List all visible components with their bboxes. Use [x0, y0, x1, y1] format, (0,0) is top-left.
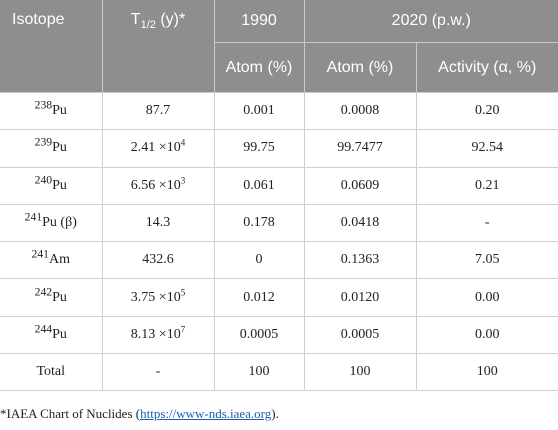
- element-symbol: Pu: [52, 177, 67, 193]
- atom-1990-cell: 0.061: [214, 167, 305, 205]
- half-life-mantissa: 14.3: [145, 215, 171, 231]
- half-life-exponent: 7: [180, 324, 186, 335]
- atom-1990-cell: 99.75: [214, 129, 305, 168]
- isotope-cell: 238Pu: [0, 92, 103, 131]
- mass-number: 244: [34, 322, 53, 336]
- activity-2020-cell: -: [416, 204, 558, 243]
- header-half-life-suffix: (y)*: [155, 11, 186, 28]
- activity-2020-cell: 100: [416, 353, 558, 392]
- isotope-note: (β): [56, 215, 77, 231]
- activity-2020-cell: 7.05: [416, 241, 558, 280]
- isotope-table: Isotope T1/2 (y)* 1990 2020 (p.w.) Atom …: [0, 0, 558, 392]
- element-symbol: Pu: [52, 289, 67, 305]
- header-half-life-prefix: T: [130, 11, 141, 28]
- table-footnote: *IAEA Chart of Nuclides (https://www-nds…: [0, 406, 279, 422]
- element-symbol: Pu: [52, 326, 67, 342]
- half-life-exponent: 3: [180, 175, 186, 186]
- isotope-cell: 244Pu: [0, 316, 103, 355]
- footnote-prefix: *IAEA Chart of Nuclides (: [0, 406, 141, 421]
- header-row-1: Isotope T1/2 (y)* 1990 2020 (p.w.): [0, 0, 558, 93]
- atom-2020-cell: 100: [304, 353, 417, 392]
- half-life-mantissa: 8.13 ×10: [130, 326, 181, 342]
- header-group-2020: 2020 (p.w.): [304, 0, 558, 43]
- atom-2020-cell: 0.0418: [304, 204, 417, 243]
- mass-number: 241: [31, 247, 49, 261]
- mass-number: 238: [34, 98, 53, 112]
- activity-2020-cell: 92.54: [416, 129, 558, 168]
- atom-1990-cell: 0.012: [214, 278, 305, 317]
- mass-number: 241: [24, 210, 43, 224]
- table-body: 238Pu 87.7 0.001 0.0008 0.20 239Pu 2.41 …: [0, 92, 558, 392]
- isotope-cell: 240Pu: [0, 167, 103, 205]
- atom-2020-cell: 0.0609: [304, 167, 417, 205]
- table-row: 242Pu 3.75 ×105 0.012 0.0120 0.00: [0, 278, 558, 317]
- half-life-cell: 8.13 ×107: [102, 316, 215, 355]
- header-group-1990: 1990: [214, 0, 305, 43]
- half-life-mantissa: 3.75 ×10: [130, 289, 181, 305]
- half-life-mantissa: -: [155, 364, 161, 380]
- half-life-mantissa: 87.7: [145, 103, 171, 119]
- table-row: 239Pu 2.41 ×104 99.75 99.7477 92.54: [0, 129, 558, 168]
- element-symbol: Pu: [52, 103, 67, 119]
- half-life-mantissa: 2.41 ×10: [130, 140, 181, 156]
- mass-number: 242: [34, 284, 53, 298]
- half-life-exponent: 5: [180, 286, 186, 297]
- atom-2020-cell: 0.0120: [304, 278, 417, 317]
- element-symbol: Pu: [42, 215, 57, 231]
- half-life-cell: 432.6: [102, 241, 215, 280]
- activity-2020-cell: 0.21: [416, 167, 558, 205]
- half-life-mantissa: 6.56 ×10: [130, 177, 181, 193]
- activity-2020-cell: 0.00: [416, 316, 558, 355]
- half-life-cell: 14.3: [102, 204, 215, 243]
- atom-2020-cell: 99.7477: [304, 129, 417, 168]
- half-life-cell: 3.75 ×105: [102, 278, 215, 317]
- isotope-cell: 241Am: [0, 241, 103, 280]
- header-2020-activity: Activity (α, %): [416, 42, 558, 93]
- half-life-cell: 2.41 ×104: [102, 129, 215, 168]
- atom-2020-cell: 0.1363: [304, 241, 417, 280]
- header-isotope: Isotope: [0, 0, 103, 93]
- half-life-mantissa: 432.6: [142, 252, 174, 268]
- table-header: Isotope T1/2 (y)* 1990 2020 (p.w.) Atom …: [0, 0, 558, 93]
- atom-1990-cell: 0: [214, 241, 305, 280]
- atom-1990-cell: 0.001: [214, 92, 305, 131]
- activity-2020-cell: 0.00: [416, 278, 558, 317]
- table-row: 240Pu 6.56 ×103 0.061 0.0609 0.21: [0, 167, 558, 205]
- mass-number: 240: [34, 173, 53, 187]
- header-2020-atom: Atom (%): [304, 42, 417, 93]
- isotope-cell: 242Pu: [0, 278, 103, 317]
- element-symbol: Am: [48, 252, 70, 268]
- table-row: 244Pu 8.13 ×107 0.0005 0.0005 0.00: [0, 316, 558, 355]
- header-row-2: Atom (%) Atom (%) Activity (α, %): [0, 42, 558, 93]
- header-1990-atom: Atom (%): [214, 42, 305, 93]
- atom-2020-cell: 0.0005: [304, 316, 417, 355]
- half-life-cell: -: [102, 353, 215, 392]
- isotope-cell: Total: [0, 353, 103, 392]
- table-row: 238Pu 87.7 0.001 0.0008 0.20: [0, 92, 558, 131]
- footnote-link[interactable]: https://www-nds.iaea.org: [140, 406, 272, 421]
- table-row: 241Am 432.6 0 0.1363 7.05: [0, 241, 558, 280]
- header-half-life: T1/2 (y)*: [102, 0, 215, 93]
- isotope-cell: 241Pu (β): [0, 204, 103, 243]
- mass-number: 239: [34, 135, 53, 149]
- table-row: 241Pu (β) 14.3 0.178 0.0418 -: [0, 204, 558, 243]
- element-symbol: Pu: [52, 140, 67, 156]
- atom-1990-cell: 0.0005: [214, 316, 305, 355]
- atom-2020-cell: 0.0008: [304, 92, 417, 131]
- half-life-exponent: 4: [180, 137, 186, 148]
- atom-1990-cell: 0.178: [214, 204, 305, 243]
- atom-1990-cell: 100: [214, 353, 305, 392]
- isotope-cell: 239Pu: [0, 129, 103, 168]
- half-life-cell: 87.7: [102, 92, 215, 131]
- table-row-total: Total - 100 100 100: [0, 353, 558, 392]
- element-symbol: Total: [36, 364, 66, 380]
- half-life-cell: 6.56 ×103: [102, 167, 215, 205]
- activity-2020-cell: 0.20: [416, 92, 558, 131]
- footnote-suffix: ).: [271, 406, 279, 421]
- header-half-life-sub: 1/2: [140, 19, 156, 32]
